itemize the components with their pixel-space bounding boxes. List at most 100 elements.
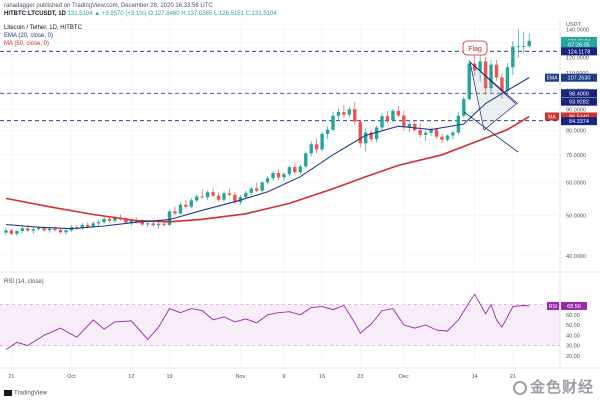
candle-body [304,153,308,167]
chart-title: Litecoin / Tether, 1D, HITBTC [4,25,82,31]
time-tick-label: 9 [282,374,285,380]
symbol-line: HITBTC:LTCUSDT, 1D 131.5104 ▲ +3.9570 (+… [4,10,277,18]
candle-body [282,174,286,178]
candle-body [222,193,226,200]
candle-body [107,218,112,221]
time-tick-label: Nov [235,374,245,380]
candle-body [511,46,515,68]
watermark-logo-icon [512,381,527,396]
candle-body [494,64,499,78]
candle-body [156,223,161,226]
flag-shape [469,61,517,131]
time-tick-label: 16 [319,374,325,380]
candle-body [80,224,84,229]
candle-body [505,67,510,91]
time-tick-label: 12 [128,374,134,380]
candle-body [265,178,270,183]
candle-body [522,46,526,47]
candle-body [500,77,504,91]
time-tick-label: 23 [357,374,363,380]
candle-body [20,228,25,232]
candle-body [271,172,275,179]
watermark: 金色财经 [512,376,594,397]
candle-body [385,116,390,121]
candle-body [42,227,46,231]
rsi-line [5,293,530,350]
price-tick-label: 60.0000 [566,181,586,187]
candle-body [483,61,488,89]
price-badge-label: 84.3374 [569,119,589,125]
time-tick-label: 21 [8,374,14,380]
candle-body [189,200,193,207]
candle-body [434,129,439,137]
price-badge [561,89,597,98]
candle-body [162,223,166,225]
candle-body [402,115,406,128]
rsi-badge-label: 68.56 [567,304,581,310]
candle-body [374,127,379,140]
price-badge [561,112,597,121]
candle-body [276,172,281,178]
ma-legend: MA (50, close, 0) [4,41,50,47]
candle-body [478,61,482,71]
badge-prefix: EMA [547,76,559,82]
candle-body [347,109,352,115]
candle-body [364,132,368,144]
candle-body [336,112,341,116]
candle-body [298,166,302,173]
candle-body [205,192,210,198]
candle-body [200,196,204,198]
candle-body [146,223,150,225]
price-tick-label: 70.0000 [566,153,586,159]
candle-body [456,115,461,133]
candle-body [473,63,477,71]
candle-body [489,64,493,89]
candle-body [86,224,90,227]
candle-body [58,229,63,233]
candle-body [293,167,297,173]
candle-body [140,222,144,225]
candle-body [467,63,471,100]
candle-body [124,219,128,223]
price-tick-label: 90.0000 [566,107,586,113]
candle-body [451,132,455,136]
price-tick-label: 140.0000 [566,28,589,34]
badge-prefix-box [545,112,559,121]
candle-body [369,132,373,140]
candle-body [309,144,313,154]
symbol: HITBTC:LTCUSDT, 1D [4,11,66,17]
time-tick-label: 14 [472,374,478,380]
price-badge [561,73,597,82]
candle-body [287,167,292,175]
candle-body [211,192,215,196]
candle-body [380,116,384,128]
candle-body [325,129,330,134]
price-badge-label: 98.4000 [569,91,589,97]
rsi-tick-label: 40.00 [566,333,580,339]
candle-body [407,124,411,128]
rsi-badge-prefix: RSI [549,304,557,310]
rsi-band [0,304,560,346]
candle-body [47,228,52,231]
price-tick-label: 50.0000 [566,214,586,220]
candle-body [418,130,422,135]
price-badge-label: 93.9282 [569,100,589,106]
rsi-legend: RSI (14, close) [4,279,44,285]
candle-body [173,211,177,214]
tradingview-logo[interactable]: TradingView [4,390,47,397]
candle-body [195,196,199,201]
badge-prefix: MA [548,114,556,120]
candle-body [26,228,30,231]
tradingview-icon [4,390,12,397]
flag-pattern: Flag [462,40,519,153]
candle-body [358,121,362,144]
candle-body [462,99,466,116]
candle-body [320,133,324,150]
candle-body [233,194,237,203]
candle-body [255,188,259,191]
price-badge-label: 124.1178 [568,49,591,55]
candle-body [391,110,395,121]
candle-body [423,132,428,135]
candle-body [216,195,221,200]
